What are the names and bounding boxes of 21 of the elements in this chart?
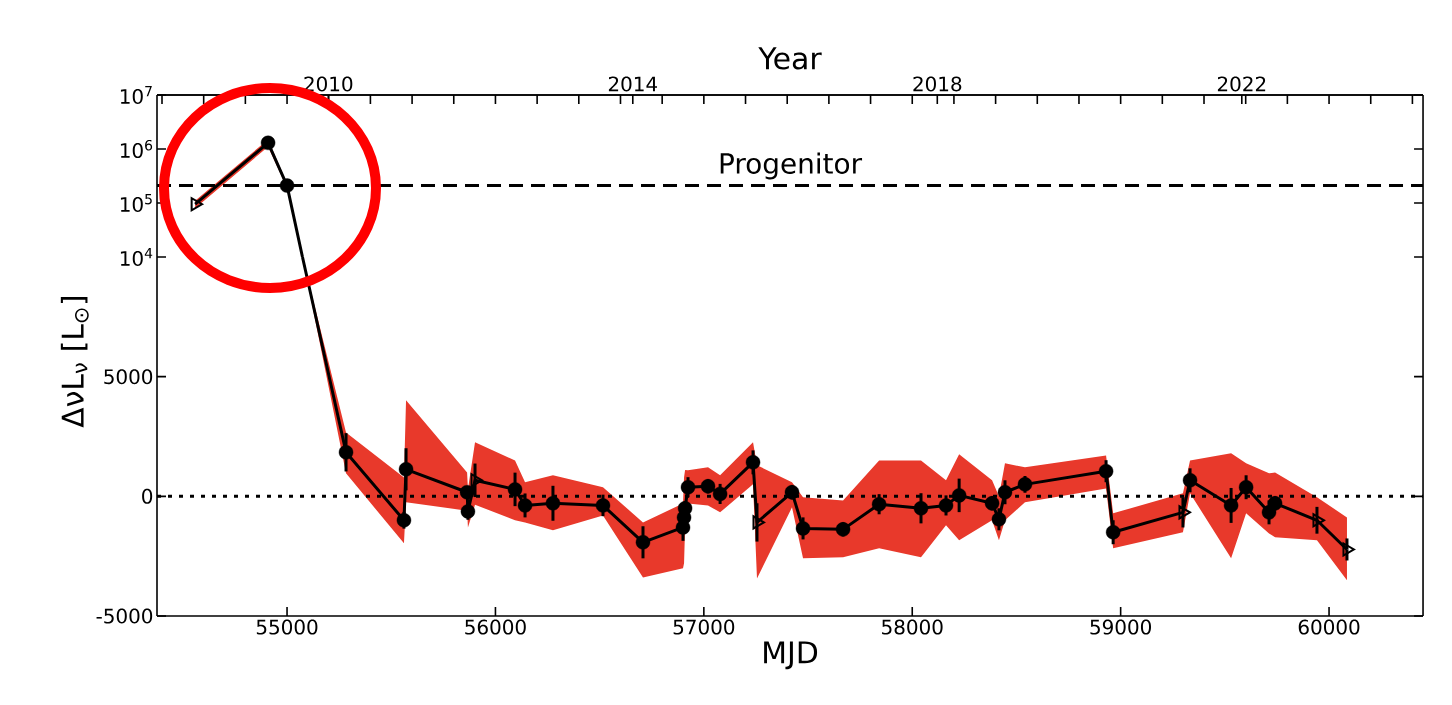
x2-tick-label: 2022	[1217, 76, 1266, 92]
x2-tick-label: 2014	[608, 76, 658, 92]
y-tick-label: 10$^{7}$	[120, 86, 152, 104]
ref-line-label: Progenitor	[720, 152, 863, 180]
y-tick-label: 0	[142, 488, 153, 504]
x-tick-label: 60000	[1298, 619, 1360, 635]
x-tick-label: 59000	[1090, 619, 1151, 635]
y-tick-label: 5000	[104, 369, 153, 385]
x-axis-title: MJD	[764, 641, 818, 670]
y-axis-title: ΔνL$_{ν}$ [L$_{⊙}$]	[60, 296, 89, 428]
y-tick-label: 10$^{5}$	[120, 194, 152, 212]
x-tick-label: 56000	[465, 619, 526, 635]
x-tick-label: 57000	[673, 619, 735, 635]
y-tick-label: 10$^{4}$	[120, 248, 153, 266]
x-tick-label: 55000	[256, 619, 318, 635]
y-tick-label: 10$^{6}$	[120, 139, 153, 159]
y-tick-label: -5000	[96, 608, 153, 624]
x2-axis-title: Year	[758, 47, 822, 70]
x-tick-label: 58000	[882, 619, 943, 635]
x2-tick-label: 2018	[913, 76, 962, 92]
x2-tick-label: 2010	[304, 76, 353, 92]
